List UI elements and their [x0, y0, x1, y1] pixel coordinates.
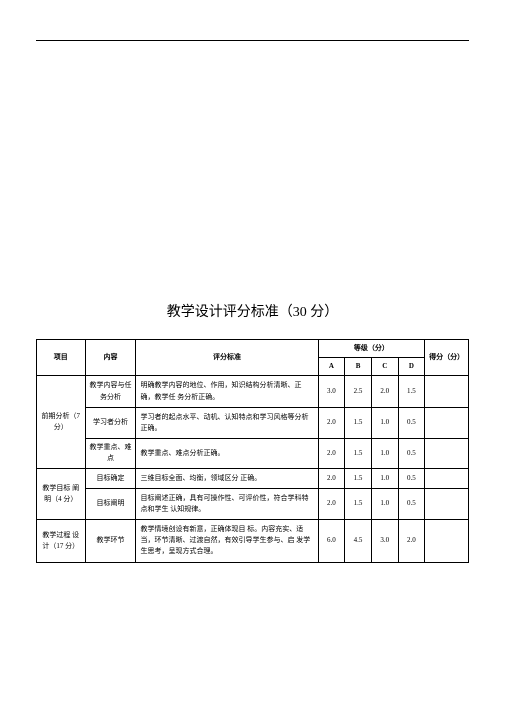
table-row: 前期分析（7 分）教学内容与任务分析明确教学内容的地位、作用，知识结构分析清晰、…: [37, 376, 469, 407]
cell-score: [425, 520, 469, 563]
cell-grade-C: 1.0: [371, 488, 398, 519]
cell-grade-B: 2.5: [345, 376, 372, 407]
cell-grade-C: 1.0: [371, 439, 398, 468]
cell-score: [425, 439, 469, 468]
cell-grade-A: 2.0: [318, 407, 345, 438]
cell-grade-A: 2.0: [318, 488, 345, 519]
cell-grade-B: 1.5: [345, 407, 372, 438]
rubric-table: 项目 内容 评分标准 等级（分） 得分（分） A B C D 前期分析（7 分）…: [36, 339, 469, 563]
cell-grade-C: 1.0: [371, 407, 398, 438]
cell-grade-D: 1.5: [398, 376, 425, 407]
cell-project: 教学目标 阐明（4 分）: [37, 468, 86, 520]
cell-criteria: 教学情境创设有新意，正确体现目 标。内容充实、适当，环节清晰、过渡自然，有效引导…: [136, 520, 318, 563]
cell-grade-D: 0.5: [398, 468, 425, 488]
cell-project: 教学过程 设 计（17 分）: [37, 520, 86, 563]
cell-grade-A: 2.0: [318, 468, 345, 488]
cell-grade-C: 1.0: [371, 468, 398, 488]
cell-criteria: 教学重点、难点分析正确。: [136, 439, 318, 468]
cell-grade-B: 4.5: [345, 520, 372, 563]
cell-criteria: 明确教学内容的地位、作用，知识结构分析清晰、正确，教学任 务分析正确。: [136, 376, 318, 407]
th-B: B: [345, 358, 372, 376]
cell-item: 教学内容与任务分析: [85, 376, 136, 407]
th-grade-group: 等级（分）: [318, 340, 425, 358]
table-row: 教学目标 阐明（4 分）目标确定三维目标全面、均衡，领域区分 正确。2.01.5…: [37, 468, 469, 488]
cell-grade-B: 1.5: [345, 439, 372, 468]
cell-criteria: 目标阐述正确，具有可操作性、可评价性，符合学科特点和学生 认知规律。: [136, 488, 318, 519]
cell-score: [425, 468, 469, 488]
cell-score: [425, 488, 469, 519]
th-D: D: [398, 358, 425, 376]
th-content: 内容: [85, 340, 136, 376]
cell-criteria: 学习者的起点水平、动机、认知特点和学习风格等分析正确。: [136, 407, 318, 438]
th-C: C: [371, 358, 398, 376]
cell-item: 教学重点、难点: [85, 439, 136, 468]
cell-grade-D: 2.0: [398, 520, 425, 563]
cell-item: 教学环节: [85, 520, 136, 563]
th-A: A: [318, 358, 345, 376]
cell-item: 目标阐明: [85, 488, 136, 519]
th-project: 项目: [37, 340, 86, 376]
table-row: 教学过程 设 计（17 分）教学环节教学情境创设有新意，正确体现目 标。内容充实…: [37, 520, 469, 563]
th-score: 得分（分）: [425, 340, 469, 376]
cell-grade-D: 0.5: [398, 439, 425, 468]
cell-grade-D: 0.5: [398, 488, 425, 519]
cell-project: 前期分析（7 分）: [37, 376, 86, 468]
cell-grade-A: 6.0: [318, 520, 345, 563]
cell-grade-A: 3.0: [318, 376, 345, 407]
cell-item: 目标确定: [85, 468, 136, 488]
page-title: 教学设计评分标准（30 分）: [36, 301, 469, 321]
cell-grade-B: 1.5: [345, 488, 372, 519]
cell-grade-C: 3.0: [371, 520, 398, 563]
table-row: 教学重点、难点教学重点、难点分析正确。2.01.51.00.5: [37, 439, 469, 468]
cell-score: [425, 407, 469, 438]
cell-criteria: 三维目标全面、均衡，领域区分 正确。: [136, 468, 318, 488]
cell-grade-A: 2.0: [318, 439, 345, 468]
cell-grade-D: 0.5: [398, 407, 425, 438]
cell-grade-C: 2.0: [371, 376, 398, 407]
cell-grade-B: 1.5: [345, 468, 372, 488]
table-row: 目标阐明目标阐述正确，具有可操作性、可评价性，符合学科特点和学生 认知规律。2.…: [37, 488, 469, 519]
top-rule: [36, 40, 469, 41]
cell-item: 学习者分析: [85, 407, 136, 438]
table-row: 学习者分析学习者的起点水平、动机、认知特点和学习风格等分析正确。2.01.51.…: [37, 407, 469, 438]
cell-score: [425, 376, 469, 407]
th-criteria: 评分标准: [136, 340, 318, 376]
